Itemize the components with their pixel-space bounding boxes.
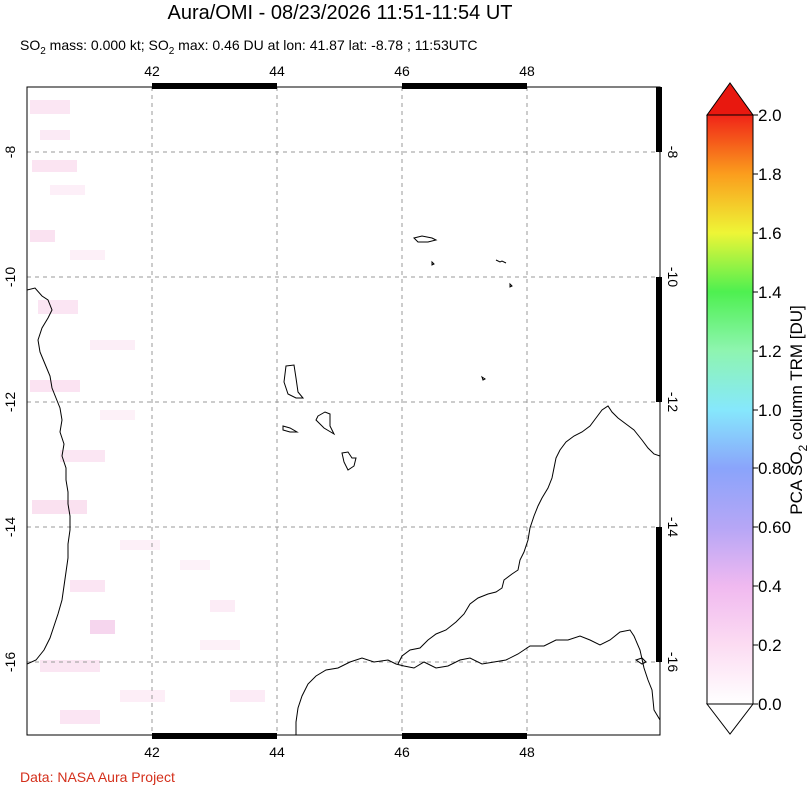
lat-tick-left: -12: [2, 392, 18, 412]
cosmoledo: [431, 260, 435, 266]
lon-tick-bottom: 46: [394, 744, 410, 760]
lat-tick-right: -8: [665, 146, 681, 159]
colorbar-min-arrow: [705, 703, 755, 735]
lon-ticks-bottom: 42 44 46 48: [144, 744, 535, 760]
lon-tick-top: 42: [144, 63, 160, 79]
astove: [495, 259, 513, 288]
comoros-anjouan: [315, 411, 336, 436]
lat-tick-right: -12: [665, 392, 681, 412]
colorbar-label: 1.8: [758, 165, 782, 184]
lat-tick-left: -14: [2, 517, 18, 537]
colorbar-label: 1.4: [758, 283, 782, 302]
so2-pixel-field: [30, 100, 265, 724]
lon-tick-bottom: 42: [144, 744, 160, 760]
comoros-grande-comore: [283, 364, 305, 399]
glorieuses: [481, 375, 486, 381]
graticule: [27, 87, 660, 735]
colorbar-label: 1.2: [758, 342, 782, 361]
colorbar-label: 0.2: [758, 636, 782, 655]
map-subtitle: SO2 mass: 0.000 kt; SO2 max: 0.46 DU at …: [20, 37, 478, 57]
madagascar-north-coast: [397, 405, 660, 665]
map-title: Aura/OMI - 08/23/2026 11:51-11:54 UT: [167, 2, 513, 24]
map-frame: [26, 86, 661, 736]
colorbar-label: 1.0: [758, 401, 782, 420]
colorbar-label: 2.0: [758, 106, 782, 125]
lon-tick-top: 46: [394, 63, 410, 79]
colorbar-max-arrow: [706, 82, 754, 116]
colorbar: 2.0 1.8 1.6 1.4 1.2 1.0 0.80 0.60 0.4 0.…: [705, 82, 807, 735]
map-plot-area: 42 44 46 48 42 44 46 48 -8 -10 -12 -14 -…: [2, 63, 681, 760]
lat-tick-left: -10: [2, 267, 18, 287]
lon-tick-top: 48: [519, 63, 535, 79]
lat-tick-left: -16: [2, 652, 18, 672]
madagascar-small-island: [634, 657, 647, 665]
lat-tick-right: -10: [665, 267, 681, 287]
lon-tick-bottom: 44: [269, 744, 285, 760]
comoros-moheli: [282, 425, 299, 433]
lat-tick-right: -14: [665, 517, 681, 537]
lat-ticks-right: -8 -10 -12 -14 -16: [665, 146, 681, 673]
madagascar-coast: [295, 629, 660, 735]
aldabra: [413, 235, 438, 243]
lon-tick-top: 44: [269, 63, 285, 79]
colorbar-title: PCA SO2 column TRM [DU]: [787, 305, 807, 515]
frame-bars: [152, 83, 662, 739]
africa-mainland-coast: [27, 287, 71, 665]
lon-ticks-top: 42 44 46 48: [144, 63, 535, 79]
lat-tick-left: -8: [2, 146, 18, 159]
colorbar-label: 0.4: [758, 577, 782, 596]
mayotte: [341, 451, 357, 471]
coastlines: [27, 235, 660, 735]
colorbar-label: 0.60: [758, 518, 791, 537]
lat-ticks-left: -8 -10 -12 -14 -16: [2, 146, 18, 673]
colorbar-scale: [706, 114, 754, 705]
colorbar-label: 0.0: [758, 695, 782, 714]
colorbar-label: 1.6: [758, 224, 782, 243]
lat-tick-right: -16: [665, 652, 681, 672]
lon-tick-bottom: 48: [519, 744, 535, 760]
colorbar-label: 0.80: [758, 459, 791, 478]
data-credit: Data: NASA Aura Project: [20, 769, 175, 785]
